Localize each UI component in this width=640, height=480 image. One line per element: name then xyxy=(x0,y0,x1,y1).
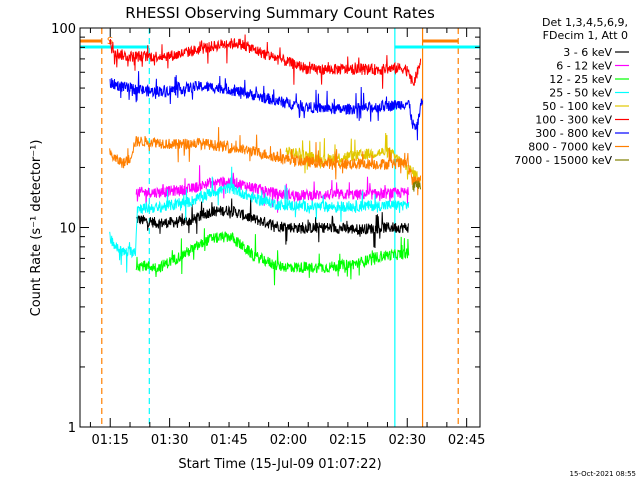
y-tick-label: 1 xyxy=(68,421,76,436)
legend-label: 300 - 800 keV xyxy=(535,127,612,140)
legend-label: 6 - 12 keV xyxy=(556,60,612,73)
legend-label: 100 - 300 keV xyxy=(535,114,612,127)
chart-title: RHESSI Observing Summary Count Rates xyxy=(125,4,435,22)
x-tick-label: 02:15 xyxy=(329,433,366,448)
series-line-7 xyxy=(109,71,424,141)
series-line-3 xyxy=(135,228,410,286)
legend: Det 1,3,4,5,6,9, FDecim 1, Att 0 3 - 6 k… xyxy=(514,16,629,167)
x-tick-label: 01:30 xyxy=(151,433,188,448)
legend-label: 800 - 7000 keV xyxy=(528,141,612,154)
footer-date: 15-Oct-2021 08:55 xyxy=(570,470,636,478)
series-line-8 xyxy=(109,127,422,196)
x-axis-label: Start Time (15-Jul-09 01:07:22) xyxy=(178,457,381,472)
x-tick-label: 01:15 xyxy=(91,433,128,448)
legend-header-line-2: FDecim 1, Att 0 xyxy=(543,29,628,42)
x-tick-label: 02:45 xyxy=(448,433,485,448)
x-tick-label: 02:30 xyxy=(389,433,426,448)
legend-header-line-1: Det 1,3,4,5,6,9, xyxy=(542,16,628,29)
series-line-4 xyxy=(109,166,410,273)
x-tick-label: 01:45 xyxy=(210,433,247,448)
legend-label: 3 - 6 keV xyxy=(563,46,612,59)
y-tick-label: 100 xyxy=(51,22,76,37)
x-tick-label: 02:00 xyxy=(270,433,307,448)
y-axis-label: Count Rate (s⁻¹ detector⁻¹) xyxy=(29,140,44,317)
series-line-2 xyxy=(135,165,410,213)
legend-label: 25 - 50 keV xyxy=(549,87,612,100)
series-line-9 xyxy=(412,180,422,192)
legend-label: 50 - 100 keV xyxy=(542,100,612,113)
legend-label: 7000 - 15000 keV xyxy=(514,154,612,167)
legend-label: 12 - 25 keV xyxy=(549,73,612,86)
series-line-1 xyxy=(135,197,410,249)
series-line-6 xyxy=(109,34,422,89)
y-tick-label: 10 xyxy=(59,222,76,237)
